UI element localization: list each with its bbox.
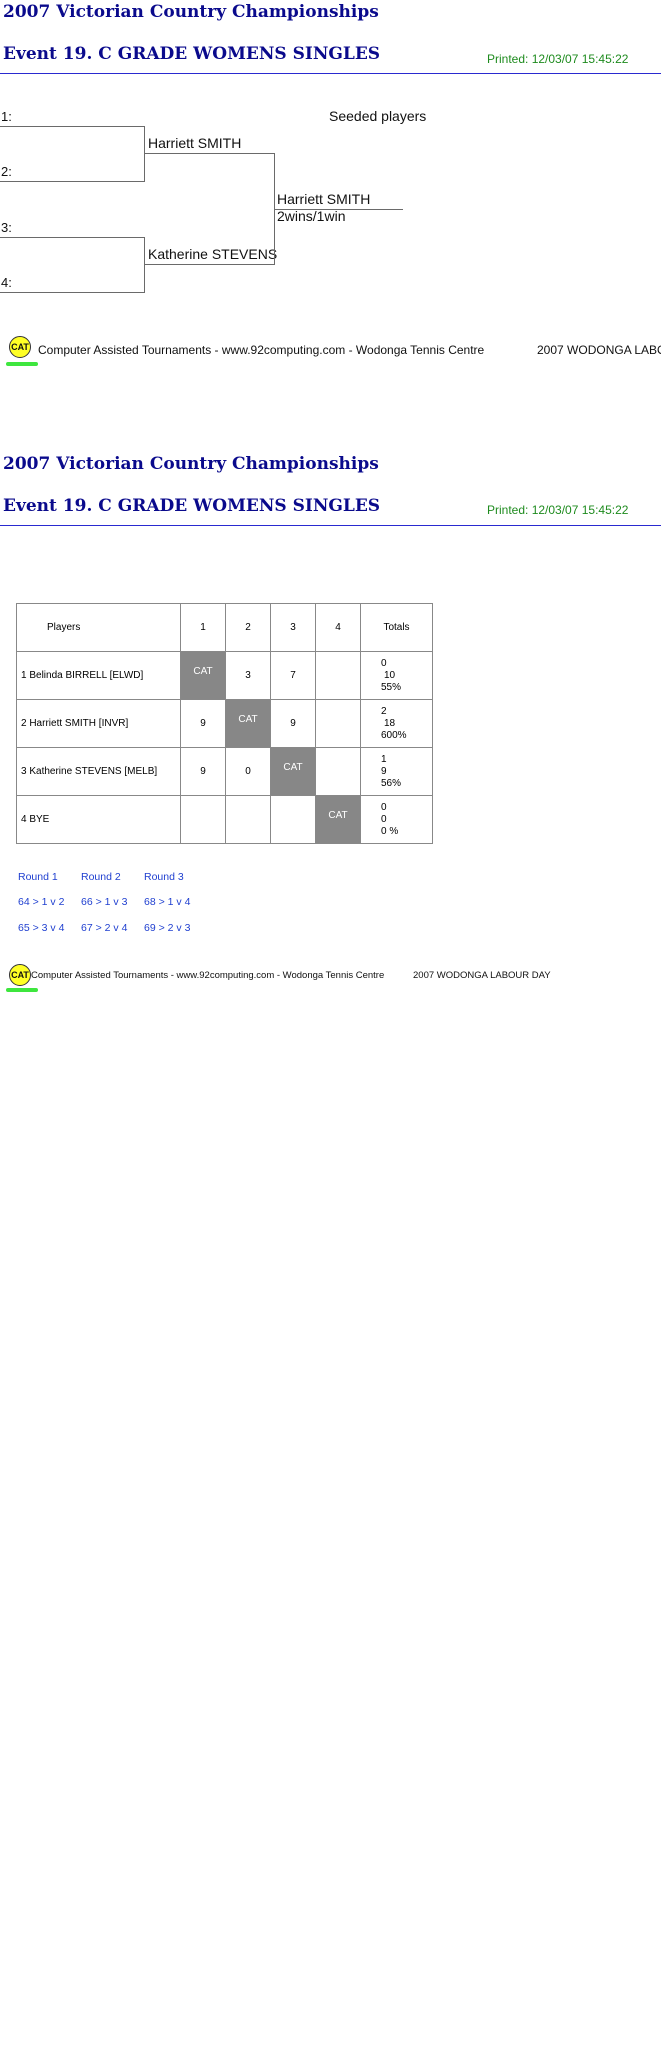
semi-winner-2: Katherine STEVENS (148, 246, 278, 262)
draw-line (274, 153, 275, 265)
page2-title: 2007 Victorian Country Championships (3, 454, 379, 474)
seeded-players-label: Seeded players (329, 108, 427, 124)
draw-line (0, 181, 145, 182)
totals-games: 18 (384, 717, 396, 729)
draw-line (145, 264, 275, 265)
final-winner: Harriett SMITH (277, 191, 371, 207)
score-cell: CAT (180, 651, 226, 700)
score-cell: 3 (225, 651, 271, 700)
score-cell: 9 (180, 699, 226, 748)
page1-footer-tournament: 2007 WODONGA LABOUR DAY (537, 343, 661, 357)
page1-header-rule (0, 73, 661, 74)
score-cell (270, 795, 316, 844)
page1-footer-text: Computer Assisted Tournaments - www.92co… (38, 343, 485, 357)
score-cell (225, 795, 271, 844)
totals-percent: 600% (381, 729, 407, 741)
totals-wins: 0 (381, 801, 387, 813)
totals-percent: 55% (381, 681, 402, 693)
player-name: 2 Harriett SMITH [INVR] (16, 699, 181, 748)
totals-cell: 0 10 55% (360, 651, 433, 700)
totals-cell: 0 0 0 % (360, 795, 433, 844)
table-row: 1 Belinda BIRRELL [ELWD] CAT 3 7 0 10 55… (16, 651, 433, 700)
round-match: 64 > 1 v 2 (18, 896, 65, 908)
score-cell: 7 (270, 651, 316, 700)
draw-line (0, 292, 145, 293)
cat-logo-icon: CAT (9, 336, 31, 358)
player-name: 1 Belinda BIRRELL [ELWD] (16, 651, 181, 700)
table-row: 3 Katherine STEVENS [MELB] 9 0 CAT 1 9 5… (16, 747, 433, 796)
draw-line (144, 237, 145, 293)
draw-slot-1: 1: (1, 109, 12, 124)
table-row: 4 BYE CAT 0 0 0 % (16, 795, 433, 844)
totals-wins: 1 (381, 753, 387, 765)
draw-slot-3: 3: (1, 220, 12, 235)
header-col-3: 3 (270, 603, 316, 652)
page2-printed-date: Printed: 12/03/07 15:45:22 (487, 503, 629, 517)
cat-logo-icon: CAT (9, 964, 31, 986)
cat-logo-underline (6, 362, 38, 366)
score-cell: CAT (225, 699, 271, 748)
semi-winner-1: Harriett SMITH (148, 135, 242, 151)
totals-games: 0 (381, 813, 387, 825)
header-col-1: 1 (180, 603, 226, 652)
header-col-4: 4 (315, 603, 361, 652)
page2-header-rule (0, 525, 661, 526)
score-cell: CAT (270, 747, 316, 796)
page2-footer-text: Computer Assisted Tournaments - www.92co… (31, 970, 385, 981)
round-header-1: Round 1 (18, 871, 58, 883)
page1-printed-date: Printed: 12/03/07 15:45:22 (487, 52, 629, 66)
totals-wins: 0 (381, 657, 387, 669)
draw-slot-4: 4: (1, 275, 12, 290)
totals-percent: 56% (381, 777, 402, 789)
page1-title: 2007 Victorian Country Championships (3, 2, 379, 22)
page1-event-title: Event 19. C GRADE WOMENS SINGLES (3, 44, 381, 64)
totals-cell: 2 18 600% (360, 699, 433, 748)
round-match: 68 > 1 v 4 (144, 896, 191, 908)
score-cell (315, 651, 361, 700)
score-cell: 9 (180, 747, 226, 796)
totals-cell: 1 9 56% (360, 747, 433, 796)
totals-games: 9 (381, 765, 387, 777)
score-cell (180, 795, 226, 844)
header-col-2: 2 (225, 603, 271, 652)
round-header-3: Round 3 (144, 871, 184, 883)
round-match: 69 > 2 v 3 (144, 922, 191, 934)
table-row: 2 Harriett SMITH [INVR] 9 CAT 9 2 18 600… (16, 699, 433, 748)
score-cell: 0 (225, 747, 271, 796)
draw-line (145, 153, 275, 154)
header-players: Players (16, 603, 181, 652)
cat-logo-underline (6, 988, 38, 992)
totals-percent: 0 % (381, 825, 399, 837)
round-match: 65 > 3 v 4 (18, 922, 65, 934)
draw-line (275, 209, 403, 210)
round-match: 66 > 1 v 3 (81, 896, 128, 908)
page2-footer-tournament: 2007 WODONGA LABOUR DAY (413, 970, 551, 981)
draw-line (0, 237, 145, 238)
player-name: 3 Katherine STEVENS [MELB] (16, 747, 181, 796)
totals-games: 10 (384, 669, 396, 681)
round-robin-table: Players 1 2 3 4 Totals 1 Belinda BIRRELL… (16, 603, 433, 844)
draw-line (144, 126, 145, 182)
final-score: 2wins/1win (277, 208, 346, 224)
score-cell: CAT (315, 795, 361, 844)
player-name: 4 BYE (16, 795, 181, 844)
draw-slot-2: 2: (1, 164, 12, 179)
score-cell: 9 (270, 699, 316, 748)
page2-event-title: Event 19. C GRADE WOMENS SINGLES (3, 496, 381, 516)
table-header-row: Players 1 2 3 4 Totals (16, 603, 433, 652)
totals-wins: 2 (381, 705, 387, 717)
draw-line (0, 126, 145, 127)
round-header-2: Round 2 (81, 871, 121, 883)
score-cell (315, 747, 361, 796)
round-match: 67 > 2 v 4 (81, 922, 128, 934)
score-cell (315, 699, 361, 748)
header-totals: Totals (360, 603, 433, 652)
